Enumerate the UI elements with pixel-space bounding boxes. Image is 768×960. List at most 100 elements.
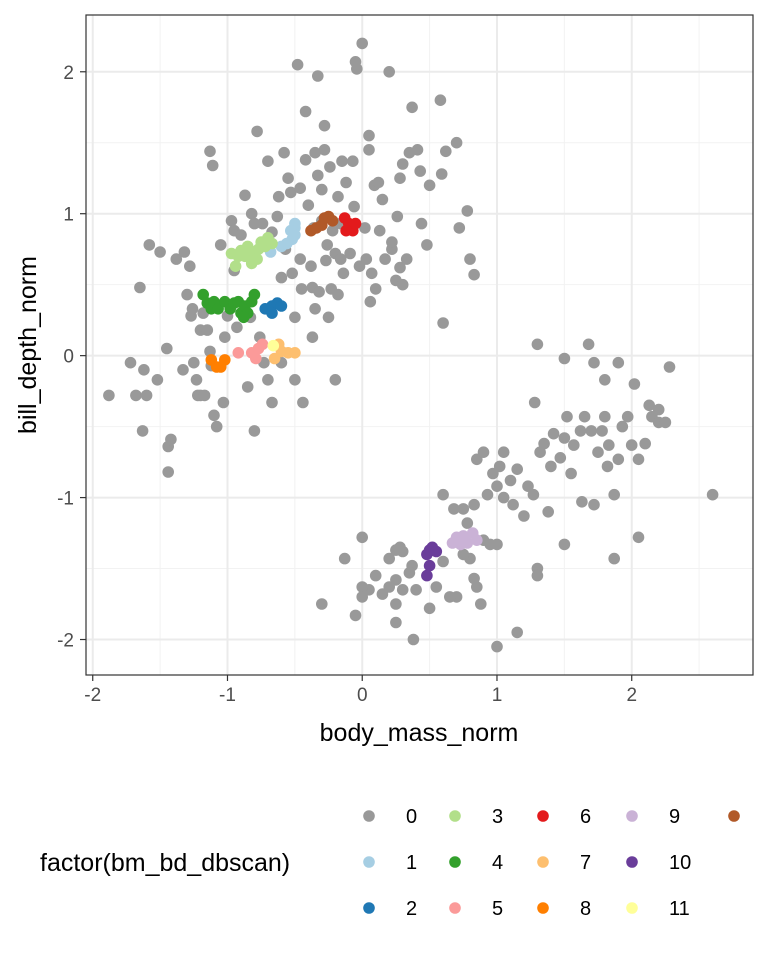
point-cluster-0 — [225, 215, 238, 227]
y-tick-label: -2 — [57, 631, 74, 652]
point-cluster-0 — [491, 480, 503, 493]
point-cluster-0 — [376, 193, 389, 206]
point-cluster-0 — [534, 446, 546, 459]
point-cluster-0 — [289, 374, 301, 386]
point-cluster-0 — [356, 591, 369, 603]
point-cluster-0 — [161, 342, 173, 355]
point-cluster-0 — [663, 361, 676, 373]
legend-key-10 — [626, 856, 638, 868]
legend-label-8: 8 — [580, 898, 591, 920]
legend-key-2 — [363, 902, 375, 914]
point-cluster-0 — [245, 207, 258, 220]
y-tick-label: 0 — [63, 347, 74, 368]
point-cluster-0 — [440, 145, 452, 158]
legend-label-9: 9 — [669, 806, 680, 828]
point-cluster-0 — [621, 410, 634, 423]
point-cluster-0 — [588, 498, 600, 511]
legend-label-0: 0 — [406, 806, 417, 828]
point-cluster-0 — [241, 381, 254, 393]
point-cluster-5 — [250, 352, 262, 365]
point-cluster-0 — [423, 179, 436, 192]
x-tick-label: 1 — [492, 685, 503, 706]
legend-key-11 — [626, 902, 638, 914]
y-tick-label: -1 — [57, 489, 74, 510]
point-cluster-0 — [217, 396, 230, 409]
point-cluster-0 — [334, 253, 347, 265]
point-cluster-0 — [324, 161, 336, 173]
point-cluster-0 — [206, 159, 219, 172]
point-cluster-0 — [356, 531, 369, 544]
point-cluster-0 — [235, 229, 247, 241]
point-cluster-0 — [356, 37, 369, 50]
point-cluster-0 — [332, 288, 344, 301]
legend-key-8 — [537, 902, 549, 914]
point-cluster-0 — [396, 278, 409, 291]
point-cluster-0 — [299, 105, 312, 118]
point-cluster-0 — [379, 253, 391, 265]
point-cluster-0 — [266, 396, 278, 409]
point-cluster-0 — [448, 503, 460, 515]
point-cluster-3 — [266, 237, 278, 250]
point-cluster-0 — [394, 172, 406, 184]
legend-key-1 — [363, 856, 375, 868]
point-cluster-4 — [248, 288, 261, 301]
legend-label-2: 2 — [406, 898, 417, 920]
y-axis-title: bill_depth_norm — [14, 256, 42, 434]
point-cluster-0 — [373, 224, 386, 237]
point-cluster-0 — [282, 172, 294, 184]
legend-key-0 — [363, 810, 375, 822]
point-cluster-0 — [596, 425, 608, 437]
point-cluster-0 — [565, 467, 577, 480]
point-cluster-0 — [518, 510, 530, 522]
point-cluster-0 — [140, 389, 153, 402]
point-cluster-0 — [659, 416, 672, 429]
point-cluster-0 — [294, 182, 307, 194]
point-cluster-0 — [262, 155, 274, 167]
point-cluster-0 — [477, 446, 490, 459]
legend-label-11: 11 — [669, 898, 690, 920]
point-cluster-0 — [434, 94, 447, 106]
point-cluster-0 — [390, 616, 402, 629]
plot-border — [85, 14, 754, 676]
point-cluster-0 — [348, 200, 360, 213]
point-cluster-0 — [347, 155, 359, 167]
point-cluster-0 — [527, 488, 540, 501]
point-cluster-0 — [184, 260, 196, 273]
point-cluster-0 — [272, 190, 285, 203]
point-cluster-0 — [291, 58, 304, 71]
point-cluster-0 — [464, 253, 476, 265]
legend-key-5 — [449, 902, 461, 914]
legend-label-1: 1 — [406, 852, 417, 874]
point-cluster-0 — [457, 548, 470, 561]
point-cluster-0 — [181, 288, 193, 301]
point-cluster-0 — [608, 488, 620, 501]
point-cluster-4 — [237, 311, 250, 324]
point-cluster-0 — [165, 433, 177, 446]
point-cluster-0 — [616, 420, 629, 433]
legend-key-12 — [728, 810, 740, 822]
point-cluster-0 — [356, 581, 369, 593]
point-cluster-0 — [177, 364, 189, 376]
point-cluster-0 — [329, 374, 342, 386]
point-cluster-0 — [632, 453, 645, 466]
point-cluster-0 — [491, 640, 503, 653]
point-cluster-0 — [554, 452, 567, 464]
point-cluster-7 — [289, 347, 301, 359]
point-cluster-0 — [396, 158, 409, 170]
x-axis-title: body_mass_norm — [320, 719, 519, 747]
point-cluster-0 — [372, 176, 385, 189]
point-cluster-0 — [592, 446, 604, 459]
point-cluster-0 — [582, 338, 595, 351]
point-cluster-0 — [338, 552, 351, 565]
point-cluster-0 — [130, 389, 142, 402]
point-cluster-0 — [390, 598, 402, 610]
point-cluster-0 — [461, 205, 474, 217]
point-cluster-0 — [309, 146, 321, 159]
point-cluster-0 — [312, 169, 324, 182]
point-cluster-0 — [430, 581, 443, 593]
point-cluster-0 — [364, 295, 377, 308]
point-cluster-0 — [421, 239, 433, 251]
x-tick-label: 2 — [626, 685, 637, 706]
point-cluster-0 — [208, 409, 220, 422]
point-cluster-0 — [588, 356, 600, 369]
